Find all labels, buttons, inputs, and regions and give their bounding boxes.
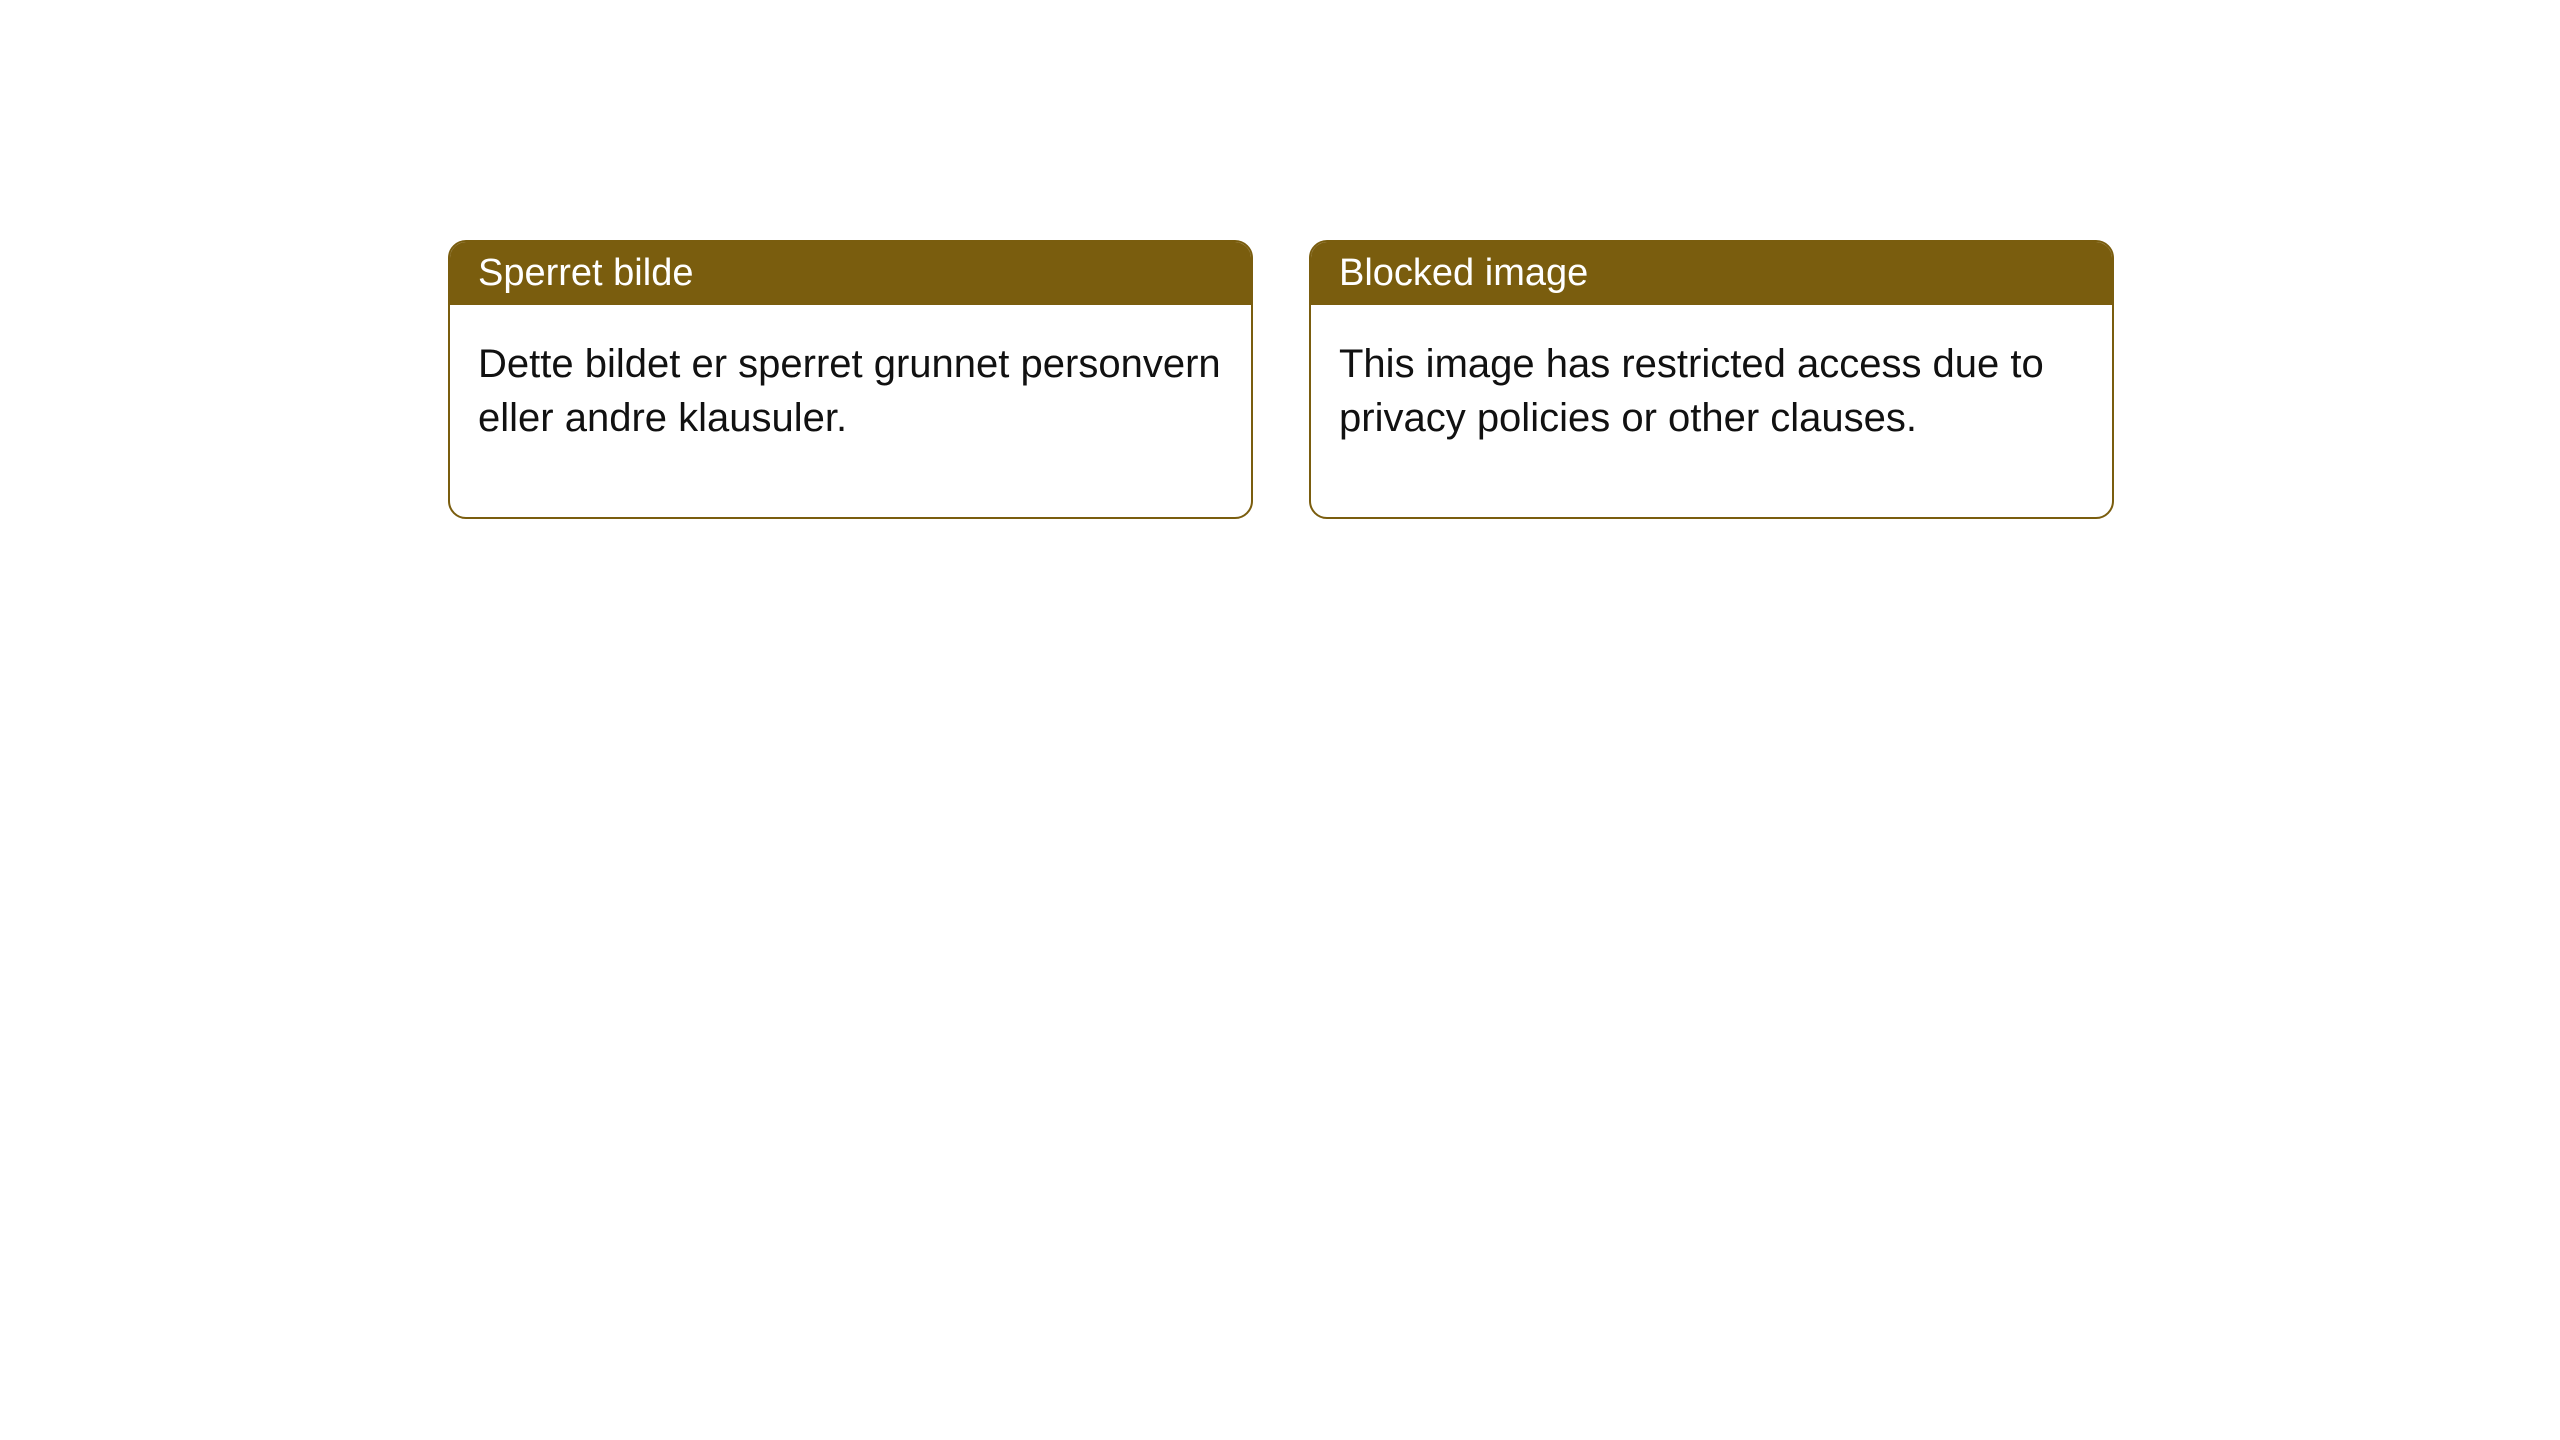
notice-card-norwegian: Sperret bilde Dette bildet er sperret gr… [448, 240, 1253, 519]
notice-card-body: This image has restricted access due to … [1311, 305, 2112, 517]
notice-container: Sperret bilde Dette bildet er sperret gr… [448, 240, 2114, 519]
notice-card-english: Blocked image This image has restricted … [1309, 240, 2114, 519]
notice-card-title: Blocked image [1311, 242, 2112, 305]
notice-card-body: Dette bildet er sperret grunnet personve… [450, 305, 1251, 517]
notice-card-title: Sperret bilde [450, 242, 1251, 305]
